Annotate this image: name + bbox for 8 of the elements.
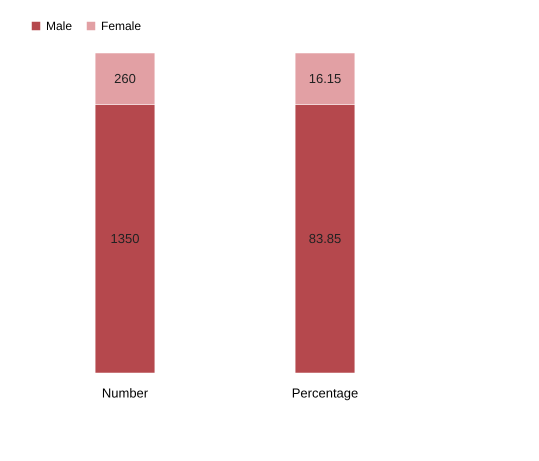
data-label: 260 [114,70,136,86]
x-tick-label: Percentage [292,386,358,400]
data-label: 1350 [110,230,140,246]
data-label: 16.15 [308,70,342,86]
data-label: 83.85 [308,230,342,246]
legend-label: Male [46,19,72,33]
legend-label: Female [101,19,142,33]
x-tick-label: Number [102,386,149,400]
